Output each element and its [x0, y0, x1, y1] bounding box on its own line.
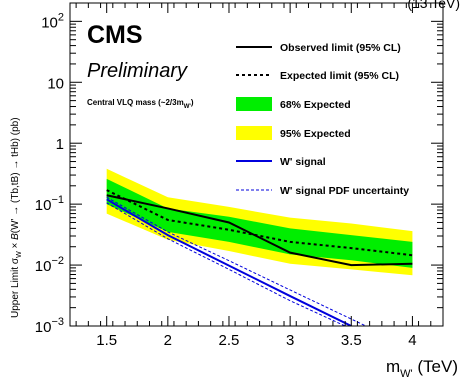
legend-marker-band	[236, 126, 272, 140]
series-expected-limit	[106, 189, 413, 257]
series-pdf-lower	[106, 202, 346, 326]
y-tick-label: 10	[47, 75, 64, 92]
legend-label: 68% Expected	[280, 99, 351, 111]
cms-label: CMS	[87, 21, 143, 49]
x-tick-label: 4	[408, 332, 416, 349]
preliminary-label: Preliminary	[87, 60, 188, 82]
plot-frame	[69, 2, 444, 327]
series-observed-limit	[106, 194, 413, 267]
legend-label: Observed limit (95% CL)	[280, 42, 401, 54]
y-tick-label: 102	[41, 11, 64, 31]
y-tick-label: 10−3	[35, 316, 64, 336]
legend-label: W' signal PDF uncertainty	[280, 185, 409, 197]
series-pdf-upper	[106, 196, 367, 326]
legend-label: Expected limit (95% CL)	[280, 70, 399, 82]
x-tick-label: 2.5	[219, 332, 240, 349]
x-axis-title: mW' (TeV)	[386, 357, 458, 380]
limit-curves	[106, 189, 413, 326]
mass-annotation: Central VLQ mass (~2/3mW')	[87, 98, 194, 110]
top-right-label: (13 TeV)	[407, 0, 460, 11]
y-tick-label: 10−1	[35, 194, 64, 214]
legend-marker-band	[236, 97, 272, 111]
x-tick-label: 1.5	[96, 332, 117, 349]
axes	[69, 2, 444, 327]
band-68-expected	[106, 178, 413, 268]
tick-labels: 1.5 2 2.5 3 3.5 4 102 10 1 10−1 10−2 10−3	[35, 11, 417, 349]
y-tick-label: 1	[56, 136, 64, 153]
legend: Observed limit (95% CL) Expected limit (9…	[236, 42, 409, 197]
expected-bands	[106, 168, 413, 276]
legend-label: W' signal	[280, 156, 326, 168]
x-tick-label: 3.5	[341, 332, 362, 349]
series-wprime-signal	[106, 198, 352, 326]
legend-label: 95% Expected	[280, 128, 351, 140]
y-tick-label: 10−2	[35, 255, 64, 275]
x-tick-label: 3	[286, 332, 294, 349]
y-axis-title: Upper Limit σW × B(W' → (Tb,tB) → tHb) (…	[10, 117, 23, 318]
x-tick-label: 2	[164, 332, 172, 349]
